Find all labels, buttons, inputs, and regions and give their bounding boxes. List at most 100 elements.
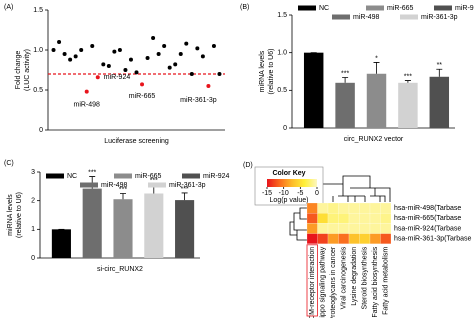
heatmap-cell xyxy=(327,202,339,214)
point xyxy=(167,65,172,70)
heatmap-cell xyxy=(359,213,371,224)
color-key-tick-label: -5 xyxy=(297,190,303,197)
column-label: Fatty acid biosynthesis xyxy=(372,246,379,317)
x-axis-label: si-circ_RUNX2 xyxy=(97,266,143,273)
color-key-tick-label: -15 xyxy=(262,190,272,197)
heatmap-cell xyxy=(306,223,318,234)
heatmap-cell xyxy=(306,213,318,224)
point xyxy=(117,48,122,52)
point xyxy=(184,41,189,46)
heatmap-cell xyxy=(380,233,392,244)
legend-swatch xyxy=(148,182,166,188)
panel-label: (B) xyxy=(240,4,249,11)
significance-label: *** xyxy=(404,73,412,80)
point xyxy=(106,64,111,68)
point xyxy=(112,49,117,54)
heatmap-cell xyxy=(348,202,360,214)
heatmap-cell xyxy=(338,223,350,234)
point xyxy=(51,48,56,52)
column-dendrogram xyxy=(311,175,391,202)
significance-label: *** xyxy=(341,70,349,77)
color-key-tick-label: -10 xyxy=(279,190,289,197)
point xyxy=(211,44,216,48)
point xyxy=(57,40,62,44)
panel-label: (D) xyxy=(243,162,253,169)
significance-label: ** xyxy=(437,62,443,69)
legend-label: NC xyxy=(67,173,77,180)
point xyxy=(90,44,95,48)
point xyxy=(84,89,89,94)
color-key-bar xyxy=(267,179,317,187)
bar xyxy=(113,199,133,258)
error-bar xyxy=(436,68,443,77)
bar xyxy=(175,200,195,258)
legend-swatch xyxy=(182,173,200,179)
x-axis-label: Luciferase screening xyxy=(104,138,169,145)
y-tick-label: 1 xyxy=(31,226,35,233)
legend-swatch xyxy=(80,182,98,188)
significance-label: * xyxy=(375,55,378,62)
heatmap-cell xyxy=(348,223,360,234)
heatmap-cell xyxy=(380,202,392,214)
point xyxy=(128,57,133,62)
point-label: miR-498 xyxy=(73,101,100,108)
point xyxy=(217,72,222,76)
color-key-title: Color Key xyxy=(272,170,305,177)
heatmap-cell xyxy=(317,233,329,244)
heatmap-cell xyxy=(338,202,350,214)
point-label: miR-665 xyxy=(129,93,156,100)
panel-label: (C) xyxy=(4,160,14,167)
column-label: Proteoglycans in cancer xyxy=(330,246,337,318)
legend-swatch xyxy=(298,5,316,11)
point-label: miR-924 xyxy=(104,74,131,81)
point xyxy=(178,52,183,56)
column-label: Viral carcinogenesis xyxy=(341,246,348,309)
point xyxy=(145,56,150,60)
point xyxy=(101,62,106,67)
legend-label: miR-665 xyxy=(135,173,162,180)
y-tick-label: 0.5 xyxy=(277,87,287,94)
y-tick-label: 0 xyxy=(31,255,35,262)
heatmap-cell xyxy=(369,213,381,224)
column-label: Hippo signaling pathway xyxy=(320,246,327,318)
bar xyxy=(51,229,71,258)
significance-label: *** xyxy=(181,186,189,193)
legend-label: miR-498 xyxy=(101,182,128,189)
legend-label: miR-361-3p xyxy=(169,182,206,189)
column-label: ECM-receptor interaction xyxy=(309,247,316,318)
y-tick-label: 1.0 xyxy=(277,50,287,57)
y-tick-label: 1.0 xyxy=(33,47,43,54)
point xyxy=(68,57,73,62)
legend-swatch xyxy=(366,5,384,11)
point xyxy=(189,72,194,76)
bar xyxy=(398,82,418,128)
y-axis-label: miRNA levels xyxy=(259,50,266,92)
x-axis-label: circ_RUNX2 vector xyxy=(344,136,404,143)
column-label: Lysine degradation xyxy=(351,247,358,306)
highlight-box xyxy=(306,244,318,317)
row-label: hsa-miR-498(Tarbase xyxy=(394,205,461,212)
y-tick-label: 0.5 xyxy=(33,87,43,94)
bar xyxy=(144,193,164,258)
legend-label: miR-361-3p xyxy=(421,14,458,21)
legend-swatch xyxy=(434,5,452,11)
heatmap-cell xyxy=(327,223,339,234)
y-axis-label: Fold change xyxy=(15,51,22,90)
legend-label: NC xyxy=(319,5,329,12)
heatmap-cell xyxy=(327,213,339,224)
point xyxy=(206,84,211,88)
legend-label: miR-498 xyxy=(353,14,380,21)
significance-label: *** xyxy=(119,186,127,193)
y-tick-label: 0 xyxy=(283,125,287,132)
row-label: hsa-miR-924(Tarbase xyxy=(394,225,461,232)
point xyxy=(79,48,84,52)
bar xyxy=(303,52,324,128)
y-tick-label: 3 xyxy=(31,169,35,176)
point xyxy=(123,68,128,72)
point xyxy=(200,54,205,59)
heatmap-cell xyxy=(306,233,318,244)
legend-swatch xyxy=(332,14,350,20)
error-bar xyxy=(342,77,349,83)
